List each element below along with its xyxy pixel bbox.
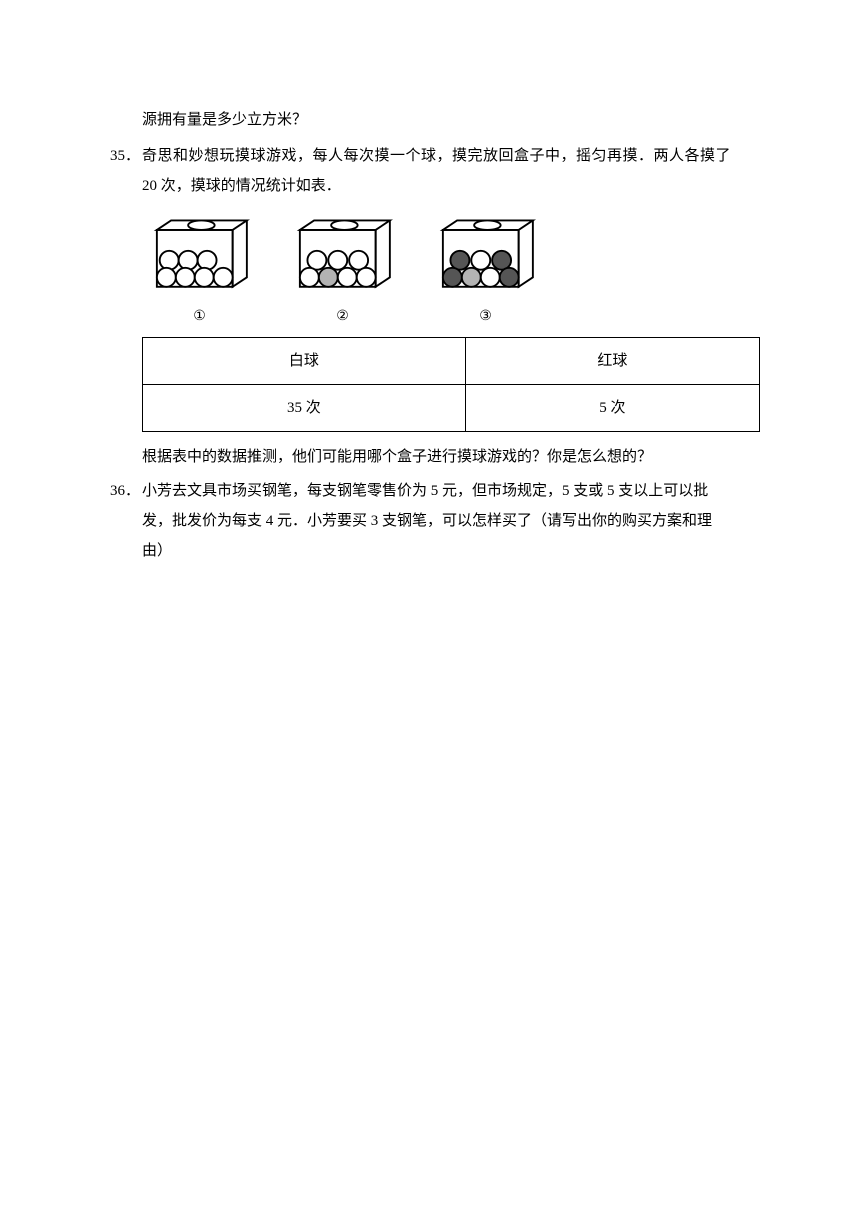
question-36: 36． 小芳去文具市场买钢笔，每支钢笔零售价为 5 元，但市场规定，5 支或 5… xyxy=(100,476,760,566)
table-row: 35 次 5 次 xyxy=(143,385,760,432)
statistics-table: 白球 红球 35 次 5 次 xyxy=(142,337,760,432)
box-1-svg xyxy=(142,211,257,301)
table-row: 白球 红球 xyxy=(143,338,760,385)
q36-line2: 发，批发价为每支 4 元．小芳要买 3 支钢笔，可以怎样买了（请写出你的购买方案… xyxy=(142,506,760,536)
question-body: 奇思和妙想玩摸球游戏，每人每次摸一个球，摸完放回盒子中，摇匀再摸．两人各摸了 2… xyxy=(142,141,760,472)
table-data-cell: 35 次 xyxy=(143,385,466,432)
boxes-illustration-row: ① ② xyxy=(142,211,760,331)
box-2: ② xyxy=(285,211,400,331)
q35-line1: 奇思和妙想玩摸球游戏，每人每次摸一个球，摸完放回盒子中，摇匀再摸．两人各摸了 xyxy=(142,141,760,171)
question-number: 35． xyxy=(100,141,142,472)
box-3-label: ③ xyxy=(479,303,492,331)
box-2-label: ② xyxy=(336,303,349,331)
box-1: ① xyxy=(142,211,257,331)
question-35: 35． 奇思和妙想玩摸球游戏，每人每次摸一个球，摸完放回盒子中，摇匀再摸．两人各… xyxy=(100,141,760,472)
question-number: 36． xyxy=(100,476,142,566)
q36-line3: 由） xyxy=(142,536,760,566)
page-content: 源拥有量是多少立方米？ 35． 奇思和妙想玩摸球游戏，每人每次摸一个球，摸完放回… xyxy=(100,105,760,566)
q35-line2: 20 次，摸球的情况统计如表． xyxy=(142,171,760,201)
box-3: ③ xyxy=(428,211,543,331)
partial-text: 源拥有量是多少立方米？ xyxy=(142,112,307,128)
table-data-cell: 5 次 xyxy=(465,385,759,432)
box-1-label: ① xyxy=(193,303,206,331)
table-header-cell: 红球 xyxy=(465,338,759,385)
q36-line1: 小芳去文具市场买钢笔，每支钢笔零售价为 5 元，但市场规定，5 支或 5 支以上… xyxy=(142,476,760,506)
box-3-svg xyxy=(428,211,543,301)
previous-question-tail: 源拥有量是多少立方米？ xyxy=(100,105,760,135)
table-header-cell: 白球 xyxy=(143,338,466,385)
question-body: 小芳去文具市场买钢笔，每支钢笔零售价为 5 元，但市场规定，5 支或 5 支以上… xyxy=(142,476,760,566)
q35-line3: 根据表中的数据推测，他们可能用哪个盒子进行摸球游戏的？你是怎么想的？ xyxy=(142,442,760,472)
box-2-svg xyxy=(285,211,400,301)
